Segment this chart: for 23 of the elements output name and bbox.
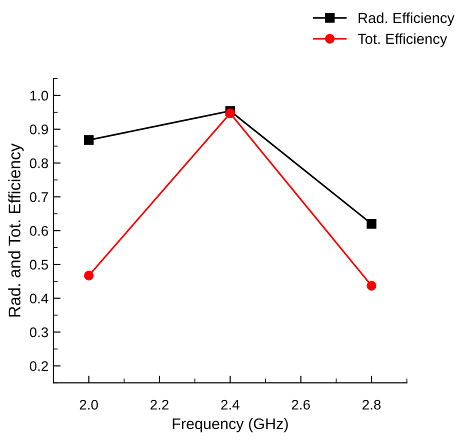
y-tick-label: 0.8 [30, 158, 48, 168]
x-tick-label: 2.4 [221, 400, 240, 410]
x-axis-title: Frequency (GHz) [172, 418, 288, 432]
legend-label: Tot. Efficiency [358, 33, 448, 47]
y-tick-label: 0.7 [30, 192, 48, 202]
y-tick-label: 0.6 [30, 226, 48, 236]
y-tick-label: 0.9 [30, 124, 48, 134]
point [366, 280, 376, 291]
y-tick-label: 0.2 [30, 361, 48, 372]
y-axis-title: Rad. and Tot. Efficiency [8, 143, 24, 317]
y-tick-label: 1.0 [30, 90, 48, 101]
x-tick-label: 2.8 [362, 400, 381, 410]
x-tick-label: 2.2 [150, 400, 168, 410]
y-tick-label: 0.5 [30, 260, 48, 270]
x-tick-label: 2.6 [292, 400, 310, 410]
point [84, 270, 94, 280]
y-tick-label: 0.3 [30, 327, 48, 338]
point [366, 219, 376, 229]
x-tick-label: 2.0 [80, 400, 98, 410]
point [84, 135, 94, 145]
legend-label: Rad. Efficiency [358, 12, 454, 26]
point [225, 108, 236, 118]
y-tick-label: 0.4 [30, 294, 48, 304]
